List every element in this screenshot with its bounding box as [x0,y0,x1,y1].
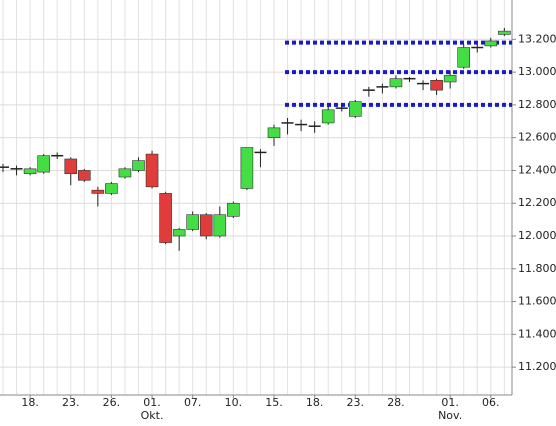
y-tick-label: 11.400 [518,327,556,340]
y-tick-label: 12.200 [518,196,556,209]
candle-body [186,214,199,230]
candle-body [78,170,91,181]
month-label: Okt. [141,409,164,422]
x-tick-label: 07. [184,396,202,409]
candle-body [132,160,145,171]
x-tick-label: 15. [265,396,283,409]
y-tick-label: 12.800 [518,98,556,111]
x-tick-label: 23. [347,396,365,409]
y-tick-label: 11.200 [518,360,556,373]
candle-body [240,147,254,189]
candle-body [348,101,362,117]
candle-body [389,78,403,88]
x-tick-label: 28. [387,396,405,409]
candle-body [443,75,457,83]
candle-body [430,80,443,91]
y-tick-label: 13.000 [518,65,556,78]
candle-body [213,214,227,237]
candle-body [457,47,471,68]
candle-body [23,168,37,175]
y-tick-label: 13.200 [518,32,556,45]
x-tick-label: 23. [62,396,80,409]
candle-body [105,183,118,194]
y-tick-label: 12.400 [518,163,556,176]
x-tick-label: 01. [441,396,459,409]
month-label: Nov. [438,409,462,422]
x-tick-label: 10. [225,396,243,409]
x-tick-label: 06. [482,396,500,409]
candle-body [145,153,159,188]
x-tick-label: 26. [103,396,121,409]
y-tick-label: 12.600 [518,131,556,144]
candle-body [64,158,78,175]
candle-body [91,189,105,194]
candle-body [159,193,172,243]
x-tick-label: 18. [306,396,324,409]
y-tick-label: 12.000 [518,229,556,242]
x-tick-label: 01. [143,396,161,409]
candle-body [267,127,281,138]
candle-body [498,30,511,35]
y-tick-label: 11.800 [518,262,556,275]
candle-body [321,109,335,124]
candle-body [118,168,132,178]
candle-body [37,155,50,173]
candle-body [227,202,240,217]
candle-body [484,40,498,47]
candle-body [172,229,186,237]
candle-body [199,214,213,237]
x-tick-label: 18. [21,396,39,409]
y-tick-label: 11.600 [518,295,556,308]
